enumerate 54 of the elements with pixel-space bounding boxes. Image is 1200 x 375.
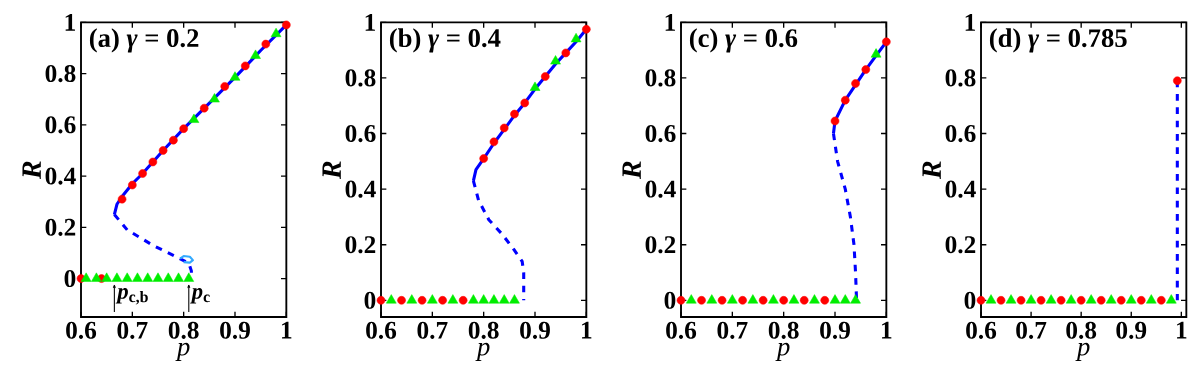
y-tick-label: 1 xyxy=(665,13,675,31)
y-tick-label: 0.6 xyxy=(45,116,76,134)
y-tick-label: 0.6 xyxy=(645,124,676,143)
annotation: p$_{c}$ xyxy=(190,287,210,304)
y-tick-label: 0.2 xyxy=(45,218,76,236)
y-tick-label: 0.2 xyxy=(945,236,976,254)
chart-title: (a) γ = 0.2 xyxy=(89,28,199,53)
chart-title: (b) γ = 0.4 xyxy=(389,28,501,53)
y-tick-label: 0 xyxy=(664,291,676,309)
x-tick-label: 0.9 xyxy=(1116,321,1147,339)
y-tick-label: 0.6 xyxy=(345,124,376,143)
x-tick-label: 0.8 xyxy=(168,321,199,339)
y-tick-label: 0.8 xyxy=(45,64,76,83)
x-tick-label: 0.7 xyxy=(417,321,448,339)
y-tick-label: 0.4 xyxy=(345,180,376,198)
x-tick-label: 1 xyxy=(882,321,892,339)
x-tick-label: 1 xyxy=(1177,321,1187,339)
y-tick-label: 0.8 xyxy=(945,69,976,87)
y-axis-title: R xyxy=(22,161,41,180)
y-tick-label: 0.2 xyxy=(645,236,676,254)
x-tick-label: 0.9 xyxy=(520,321,550,339)
y-tick-label: 1 xyxy=(365,13,375,31)
chart-title: (c) γ = 0.6 xyxy=(689,28,798,53)
y-tick-label: 0.8 xyxy=(645,69,676,87)
x-tick-label: 0.8 xyxy=(768,321,799,339)
x-tick-label: 0.8 xyxy=(1066,321,1097,339)
x-axis-title: p xyxy=(1075,342,1090,361)
x-tick-label: 0.8 xyxy=(468,321,499,339)
chart-title: (d) γ = 0.785 xyxy=(989,28,1127,53)
x-tick-label: 0.7 xyxy=(717,321,748,339)
y-tick-label: 0.2 xyxy=(345,236,376,254)
y-tick-label: 0.6 xyxy=(945,124,976,143)
y-tick-label: 0 xyxy=(364,291,376,309)
y-tick-label: 1 xyxy=(65,13,75,31)
y-tick-label: 0 xyxy=(64,270,76,288)
x-tick-label: 0.7 xyxy=(1016,321,1047,339)
y-tick-label: 0.8 xyxy=(345,69,376,87)
y-tick-label: 0.4 xyxy=(45,167,76,185)
x-tick-label: 0.9 xyxy=(820,321,850,339)
x-tick-label: 1 xyxy=(282,321,292,339)
y-tick-label: 0.4 xyxy=(645,180,676,198)
y-axis-title: R xyxy=(622,161,641,180)
x-tick-label: 0.7 xyxy=(117,321,148,339)
y-axis-title: R xyxy=(922,161,941,180)
y-axis-title: R xyxy=(322,161,341,180)
x-tick-label: 1 xyxy=(582,321,592,339)
y-tick-label: 0.4 xyxy=(945,180,976,198)
x-axis-title: p xyxy=(175,342,190,361)
x-tick-label: 0.9 xyxy=(220,321,250,339)
annotation: p$_{c,b}$ xyxy=(115,287,148,305)
x-axis-title: p xyxy=(775,342,790,361)
y-tick-label: 1 xyxy=(965,13,975,31)
x-axis-title: p xyxy=(475,342,490,361)
y-tick-label: 0 xyxy=(964,291,976,309)
